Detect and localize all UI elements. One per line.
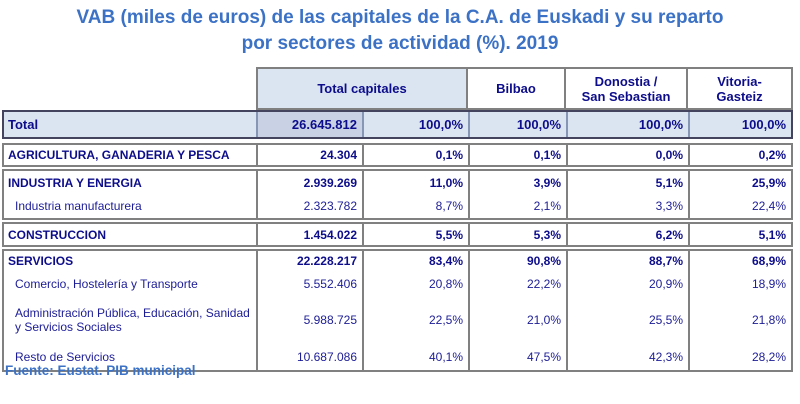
header-donostia: Donostia / San Sebastian (566, 67, 688, 110)
cell-value: 5.988.725 (256, 297, 362, 343)
cell-total-pct: 83,4% (362, 251, 468, 271)
header-corner-cell (2, 67, 256, 110)
cell-donostia-pct: 25,5% (566, 297, 688, 343)
cell-donostia-pct: 88,7% (566, 251, 688, 271)
row-label: CONSTRUCCION (8, 227, 106, 242)
row-label: Resto de Servicios (15, 349, 116, 364)
cell-donostia-pct: 6,2% (566, 224, 688, 245)
group-construccion: CONSTRUCCION 1.454.022 5,5% 5,3% 6,2% 5,… (2, 222, 793, 247)
header-bilbao: Bilbao (468, 67, 566, 110)
table-row-total: Total 26.645.812 100,0% 100,0% 100,0% 10… (4, 112, 791, 137)
table-row-industria: INDUSTRIA Y ENERGIA 2.939.269 11,0% 3,9%… (4, 171, 791, 194)
cell-total-pct: 5,5% (362, 224, 468, 245)
group-servicios: SERVICIOS 22.228.217 83,4% 90,8% 88,7% 6… (2, 249, 793, 372)
cell-vitoria-pct: 28,2% (688, 343, 791, 370)
cell-total-pct: 20,8% (362, 271, 468, 297)
table-row-comercio: Comercio, Hostelería y Transporte 5.552.… (4, 271, 791, 297)
cell-bilbao-pct: 100,0% (468, 112, 566, 137)
row-label: Industria manufacturera (15, 199, 142, 213)
cell-value: 26.645.812 (256, 112, 362, 137)
cell-vitoria-pct: 25,9% (688, 171, 791, 194)
cell-bilbao-pct: 47,5% (468, 343, 566, 370)
cell-vitoria-pct: 5,1% (688, 224, 791, 245)
cell-total-pct: 40,1% (362, 343, 468, 370)
table-header-row: Total capitales Bilbao Donostia / San Se… (2, 67, 793, 110)
cell-vitoria-pct: 21,8% (688, 297, 791, 343)
cell-donostia-pct: 0,0% (566, 145, 688, 165)
chart-title: VAB (miles de euros) de las capitales de… (0, 5, 800, 57)
cell-value: 1.454.022 (256, 224, 362, 245)
cell-bilbao-pct: 22,2% (468, 271, 566, 297)
vab-table: Total capitales Bilbao Donostia / San Se… (2, 67, 793, 372)
cell-total-pct: 11,0% (362, 171, 468, 194)
cell-vitoria-pct: 68,9% (688, 251, 791, 271)
cell-vitoria-pct: 0,2% (688, 145, 791, 165)
cell-value: 22.228.217 (256, 251, 362, 271)
cell-total-pct: 22,5% (362, 297, 468, 343)
cell-value: 2.939.269 (256, 171, 362, 194)
header-vitoria: Vitoria- Gasteiz (688, 67, 793, 110)
table-row-manufacturera: Industria manufacturera 2.323.782 8,7% 2… (4, 194, 791, 218)
cell-value: 2.323.782 (256, 194, 362, 218)
row-label: SERVICIOS (8, 254, 74, 268)
cell-total-pct: 100,0% (362, 112, 468, 137)
row-label: Total (8, 117, 39, 132)
cell-bilbao-pct: 3,9% (468, 171, 566, 194)
total-row-box: Total 26.645.812 100,0% 100,0% 100,0% 10… (2, 110, 793, 139)
cell-bilbao-pct: 0,1% (468, 145, 566, 165)
table-row-construccion: CONSTRUCCION 1.454.022 5,5% 5,3% 6,2% 5,… (4, 224, 791, 245)
cell-bilbao-pct: 21,0% (468, 297, 566, 343)
cell-donostia-pct: 42,3% (566, 343, 688, 370)
row-label: INDUSTRIA Y ENERGIA (8, 175, 142, 190)
cell-bilbao-pct: 5,3% (468, 224, 566, 245)
cell-total-pct: 0,1% (362, 145, 468, 165)
table-row-administracion: Administración Pública, Educación, Sanid… (4, 297, 791, 343)
row-label: Administración Pública, Educación, Sanid… (15, 306, 250, 334)
cell-donostia-pct: 20,9% (566, 271, 688, 297)
cell-vitoria-pct: 100,0% (688, 112, 791, 137)
table-row-agricultura: AGRICULTURA, GANADERIA Y PESCA 24.304 0,… (4, 145, 791, 165)
chart-title-line2: por sectores de actividad (%). 2019 (241, 33, 559, 54)
table-row-servicios: SERVICIOS 22.228.217 83,4% 90,8% 88,7% 6… (4, 251, 791, 271)
group-industria: INDUSTRIA Y ENERGIA 2.939.269 11,0% 3,9%… (2, 169, 793, 220)
group-agricultura: AGRICULTURA, GANADERIA Y PESCA 24.304 0,… (2, 143, 793, 167)
cell-bilbao-pct: 2,1% (468, 194, 566, 218)
header-total-capitales: Total capitales (256, 67, 468, 110)
cell-value: 10.687.086 (256, 343, 362, 370)
cell-donostia-pct: 3,3% (566, 194, 688, 218)
cell-bilbao-pct: 90,8% (468, 251, 566, 271)
cell-donostia-pct: 5,1% (566, 171, 688, 194)
row-label: Comercio, Hostelería y Transporte (15, 277, 198, 291)
cell-vitoria-pct: 18,9% (688, 271, 791, 297)
table-row-resto-servicios: Resto de Servicios 10.687.086 40,1% 47,5… (4, 343, 791, 370)
chart-title-line1: VAB (miles de euros) de las capitales de… (76, 7, 724, 28)
row-label: AGRICULTURA, GANADERIA Y PESCA (8, 148, 230, 162)
cell-value: 24.304 (256, 145, 362, 165)
source-note: Fuente: Eustat. PIB municipal (5, 363, 196, 378)
cell-value: 5.552.406 (256, 271, 362, 297)
cell-vitoria-pct: 22,4% (688, 194, 791, 218)
cell-total-pct: 8,7% (362, 194, 468, 218)
cell-donostia-pct: 100,0% (566, 112, 688, 137)
